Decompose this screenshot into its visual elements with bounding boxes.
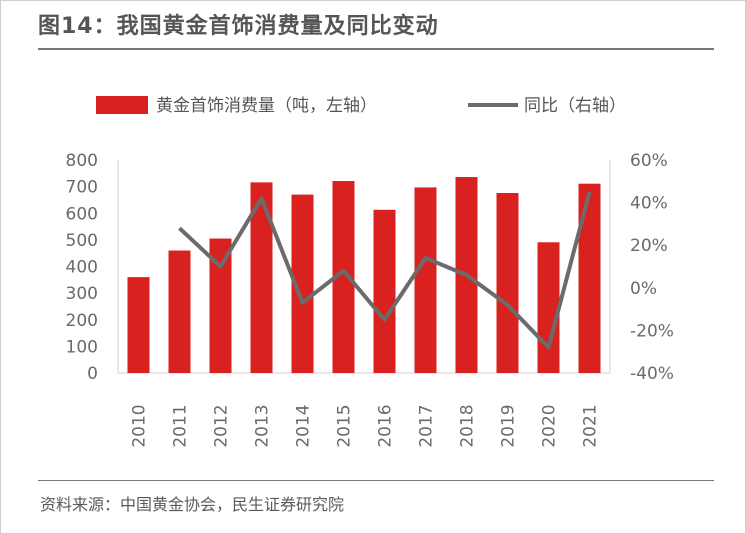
y-left-tick-label: 0	[87, 364, 98, 384]
y-left-tick-label: 800	[66, 151, 98, 171]
x-tick-label: 2010	[130, 404, 150, 447]
y-left-tick-label: 200	[66, 311, 98, 331]
bar-2021	[578, 183, 601, 373]
bar-2011	[168, 250, 191, 373]
x-tick-label: 2015	[335, 404, 355, 447]
x-tick-label: 2019	[499, 404, 519, 447]
title-rule	[38, 48, 714, 50]
y-right-tick-label: 60%	[630, 151, 668, 171]
x-tick-label: 2018	[458, 404, 478, 447]
x-tick-label: 2011	[171, 404, 191, 447]
bar-2020	[537, 242, 560, 373]
x-tick-label: 2013	[253, 404, 273, 447]
x-tick-label: 2016	[376, 404, 396, 447]
x-tick-label: 2014	[294, 404, 314, 447]
y-left-tick-label: 100	[66, 337, 98, 357]
axes	[117, 160, 611, 374]
bar-2019	[496, 193, 519, 373]
x-tick-label: 2021	[581, 404, 601, 447]
y-left-tick-label: 700	[66, 178, 98, 198]
y-right-tick-label: 40%	[630, 194, 668, 214]
legend-bar-label: 黄金首饰消费量（吨，左轴）	[156, 96, 377, 116]
y-right-tick-label: 0%	[630, 279, 657, 299]
y-right-tick-labels: -40% -20% 0% 20% 40% 60%	[630, 151, 674, 384]
figure-title: 图14：我国黄金首饰消费量及同比变动	[38, 14, 439, 39]
bar-2014	[291, 194, 314, 373]
bar-2010	[127, 277, 150, 373]
source-note: 资料来源：中国黄金协会，民生证券研究院	[40, 495, 345, 514]
x-tick-label: 2020	[540, 404, 560, 447]
legend-line-label: 同比（右轴）	[524, 96, 626, 116]
y-right-tick-label: -40%	[630, 364, 674, 384]
source-rule	[38, 480, 714, 481]
bar-2017	[414, 187, 437, 373]
y-left-tick-label: 400	[66, 258, 98, 278]
bar-2016	[373, 209, 396, 373]
y-left-tick-label: 300	[66, 284, 98, 304]
y-right-tick-label: 20%	[630, 236, 668, 256]
legend: 黄金首饰消费量（吨，左轴） 同比（右轴）	[96, 96, 626, 116]
bar-2012	[209, 238, 232, 373]
x-tick-label: 2012	[212, 404, 232, 447]
y-left-tick-label: 500	[66, 231, 98, 251]
y-left-tick-labels: 0 100 200 300 400 500 600 700 800	[66, 151, 98, 384]
bar-2013	[250, 182, 273, 373]
line-series	[178, 191, 592, 350]
bar-2015	[332, 181, 355, 373]
x-tick-label: 2017	[417, 404, 437, 447]
x-tick-labels: 2010 2011 2012 2013 2014 2015 2016 2017 2018 2019…	[130, 404, 601, 447]
legend-bar-swatch	[96, 96, 148, 114]
bar-series	[127, 177, 601, 373]
y-right-tick-label: -20%	[630, 321, 674, 341]
y-left-tick-label: 600	[66, 204, 98, 224]
